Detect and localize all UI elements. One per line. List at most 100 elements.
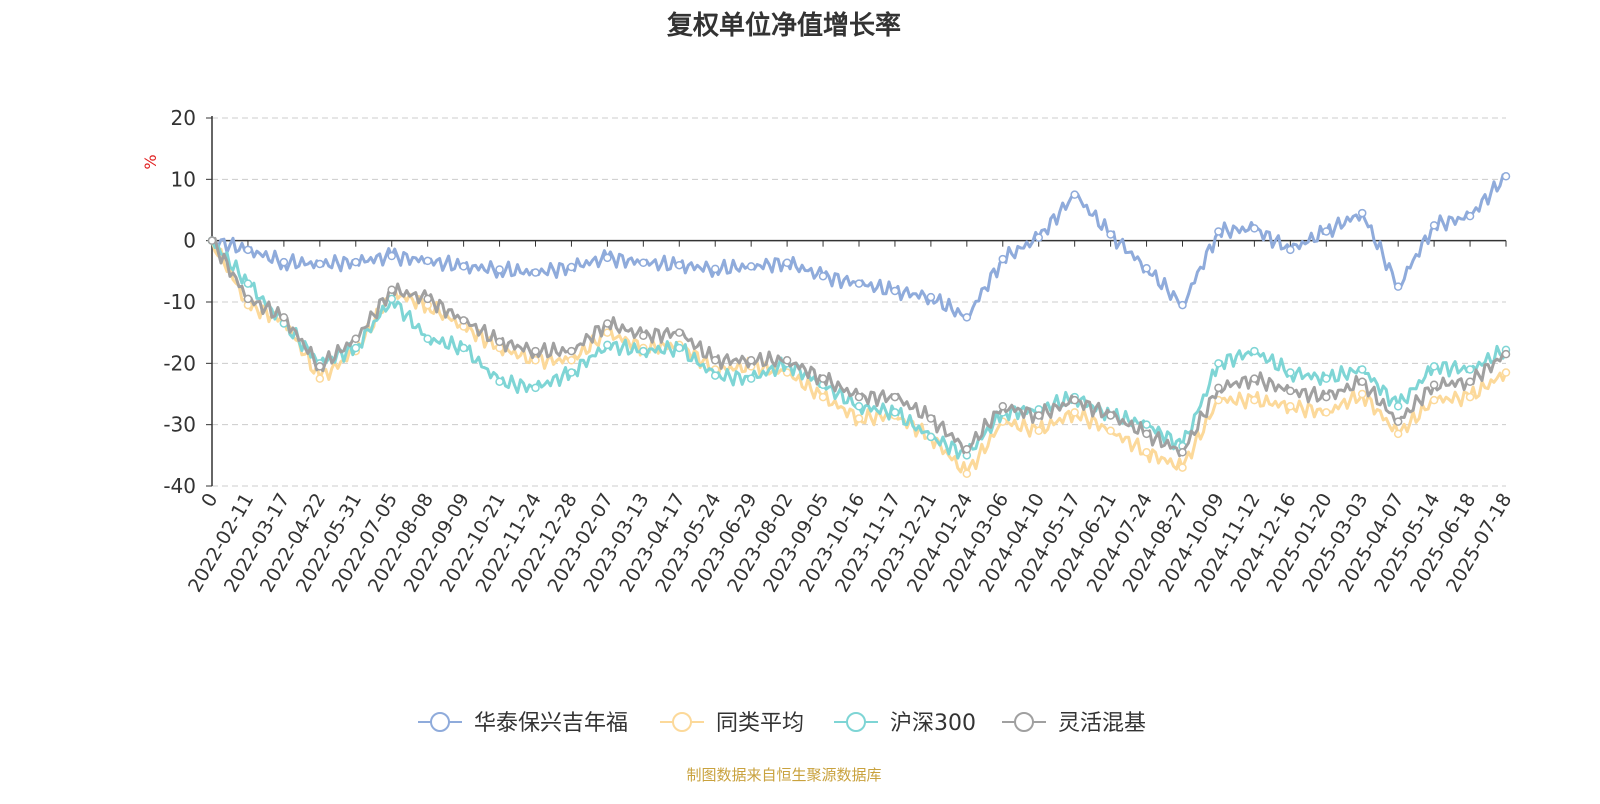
data-point	[1429, 362, 1439, 371]
legend-item-2[interactable]: 沪深300	[834, 711, 976, 736]
data-point	[567, 262, 576, 272]
data-point	[639, 331, 648, 340]
data-point	[279, 313, 289, 322]
legend-item-3[interactable]: 灵活混基	[1002, 711, 1146, 736]
data-point	[1357, 377, 1367, 386]
data-point	[495, 377, 504, 386]
data-point	[782, 356, 792, 365]
data-point	[1214, 227, 1223, 236]
y-tick-label: 20	[171, 106, 196, 130]
data-point	[962, 469, 972, 478]
data-point	[603, 253, 612, 263]
data-point	[1034, 411, 1043, 420]
legend-label: 灵活混基	[1058, 711, 1146, 736]
data-point	[1142, 420, 1151, 429]
data-point	[639, 258, 648, 267]
data-point	[351, 257, 361, 267]
data-point	[315, 259, 325, 269]
data-point	[746, 374, 756, 383]
legend-marker	[1014, 712, 1034, 732]
data-point	[1142, 448, 1151, 457]
y-axis-unit-label: %	[141, 154, 160, 169]
data-point	[531, 356, 540, 365]
data-point	[1250, 224, 1259, 233]
y-tick-label: 10	[171, 167, 196, 191]
y-tick-label: 0	[183, 229, 196, 253]
data-point	[1501, 349, 1511, 359]
data-point	[1142, 264, 1151, 273]
data-point	[459, 262, 468, 271]
data-point	[1070, 190, 1079, 199]
legend-item-0[interactable]: 华泰保兴吉年福	[418, 711, 628, 736]
y-tick-label: -20	[163, 351, 196, 375]
series-3	[207, 236, 1511, 458]
data-point	[818, 374, 828, 383]
data-point	[1465, 211, 1475, 221]
data-point	[1214, 383, 1223, 393]
data-point	[818, 271, 828, 281]
data-point	[531, 383, 540, 393]
data-point	[1070, 408, 1079, 417]
data-point	[710, 371, 720, 380]
data-source-note: 制图数据来自恒生聚源数据库	[686, 766, 881, 784]
legend-marker	[430, 712, 450, 732]
data-point	[387, 251, 396, 261]
legend-marker	[672, 712, 692, 732]
data-point	[567, 356, 576, 365]
legend-marker	[846, 712, 866, 732]
data-point	[495, 265, 504, 274]
data-point	[818, 392, 828, 402]
chart-title: 复权单位净值增长率	[667, 10, 901, 41]
data-point	[1178, 300, 1187, 310]
legend[interactable]: 华泰保兴吉年福 同类平均 沪深300 灵活混基	[418, 711, 1146, 736]
data-point	[890, 286, 900, 296]
data-point	[1322, 374, 1331, 383]
data-point	[279, 257, 289, 267]
data-point	[1501, 368, 1511, 377]
data-point	[315, 374, 325, 383]
data-point	[962, 444, 972, 454]
data-point	[1178, 448, 1187, 457]
data-point	[890, 408, 900, 417]
data-point	[603, 319, 612, 328]
data-point	[890, 392, 900, 402]
data-point	[351, 343, 361, 353]
data-point	[1034, 233, 1043, 242]
data-point	[1465, 365, 1475, 374]
data-point	[1393, 282, 1403, 291]
data-point	[1106, 230, 1115, 239]
data-point	[207, 236, 217, 245]
data-point	[1357, 389, 1367, 399]
data-point	[1142, 429, 1151, 439]
data-point	[243, 279, 253, 288]
data-point	[567, 368, 576, 377]
legend-item-1[interactable]: 同类平均	[660, 711, 804, 736]
series-0	[207, 172, 1511, 322]
data-point	[1465, 392, 1475, 402]
data-point	[315, 362, 325, 371]
data-point	[998, 254, 1008, 264]
data-point	[1178, 463, 1187, 472]
y-tick-label: -10	[163, 290, 196, 314]
data-point	[1429, 395, 1439, 405]
data-point	[567, 346, 576, 356]
data-point	[746, 262, 756, 271]
data-point	[1214, 359, 1223, 368]
x-axis: 02022-02-112022-03-172022-04-222022-05-3…	[184, 239, 1516, 596]
data-point	[854, 392, 864, 402]
data-point	[1106, 411, 1115, 420]
data-point	[243, 294, 253, 304]
data-point	[459, 343, 468, 353]
data-point	[1357, 365, 1367, 374]
data-point	[746, 356, 756, 365]
data-point	[926, 292, 936, 302]
series-2	[207, 236, 1511, 460]
data-point	[387, 294, 396, 304]
legend-label: 沪深300	[890, 711, 976, 736]
data-point	[459, 316, 468, 325]
series-line	[210, 240, 1508, 476]
data-point	[1034, 426, 1043, 436]
data-point	[1501, 172, 1511, 181]
